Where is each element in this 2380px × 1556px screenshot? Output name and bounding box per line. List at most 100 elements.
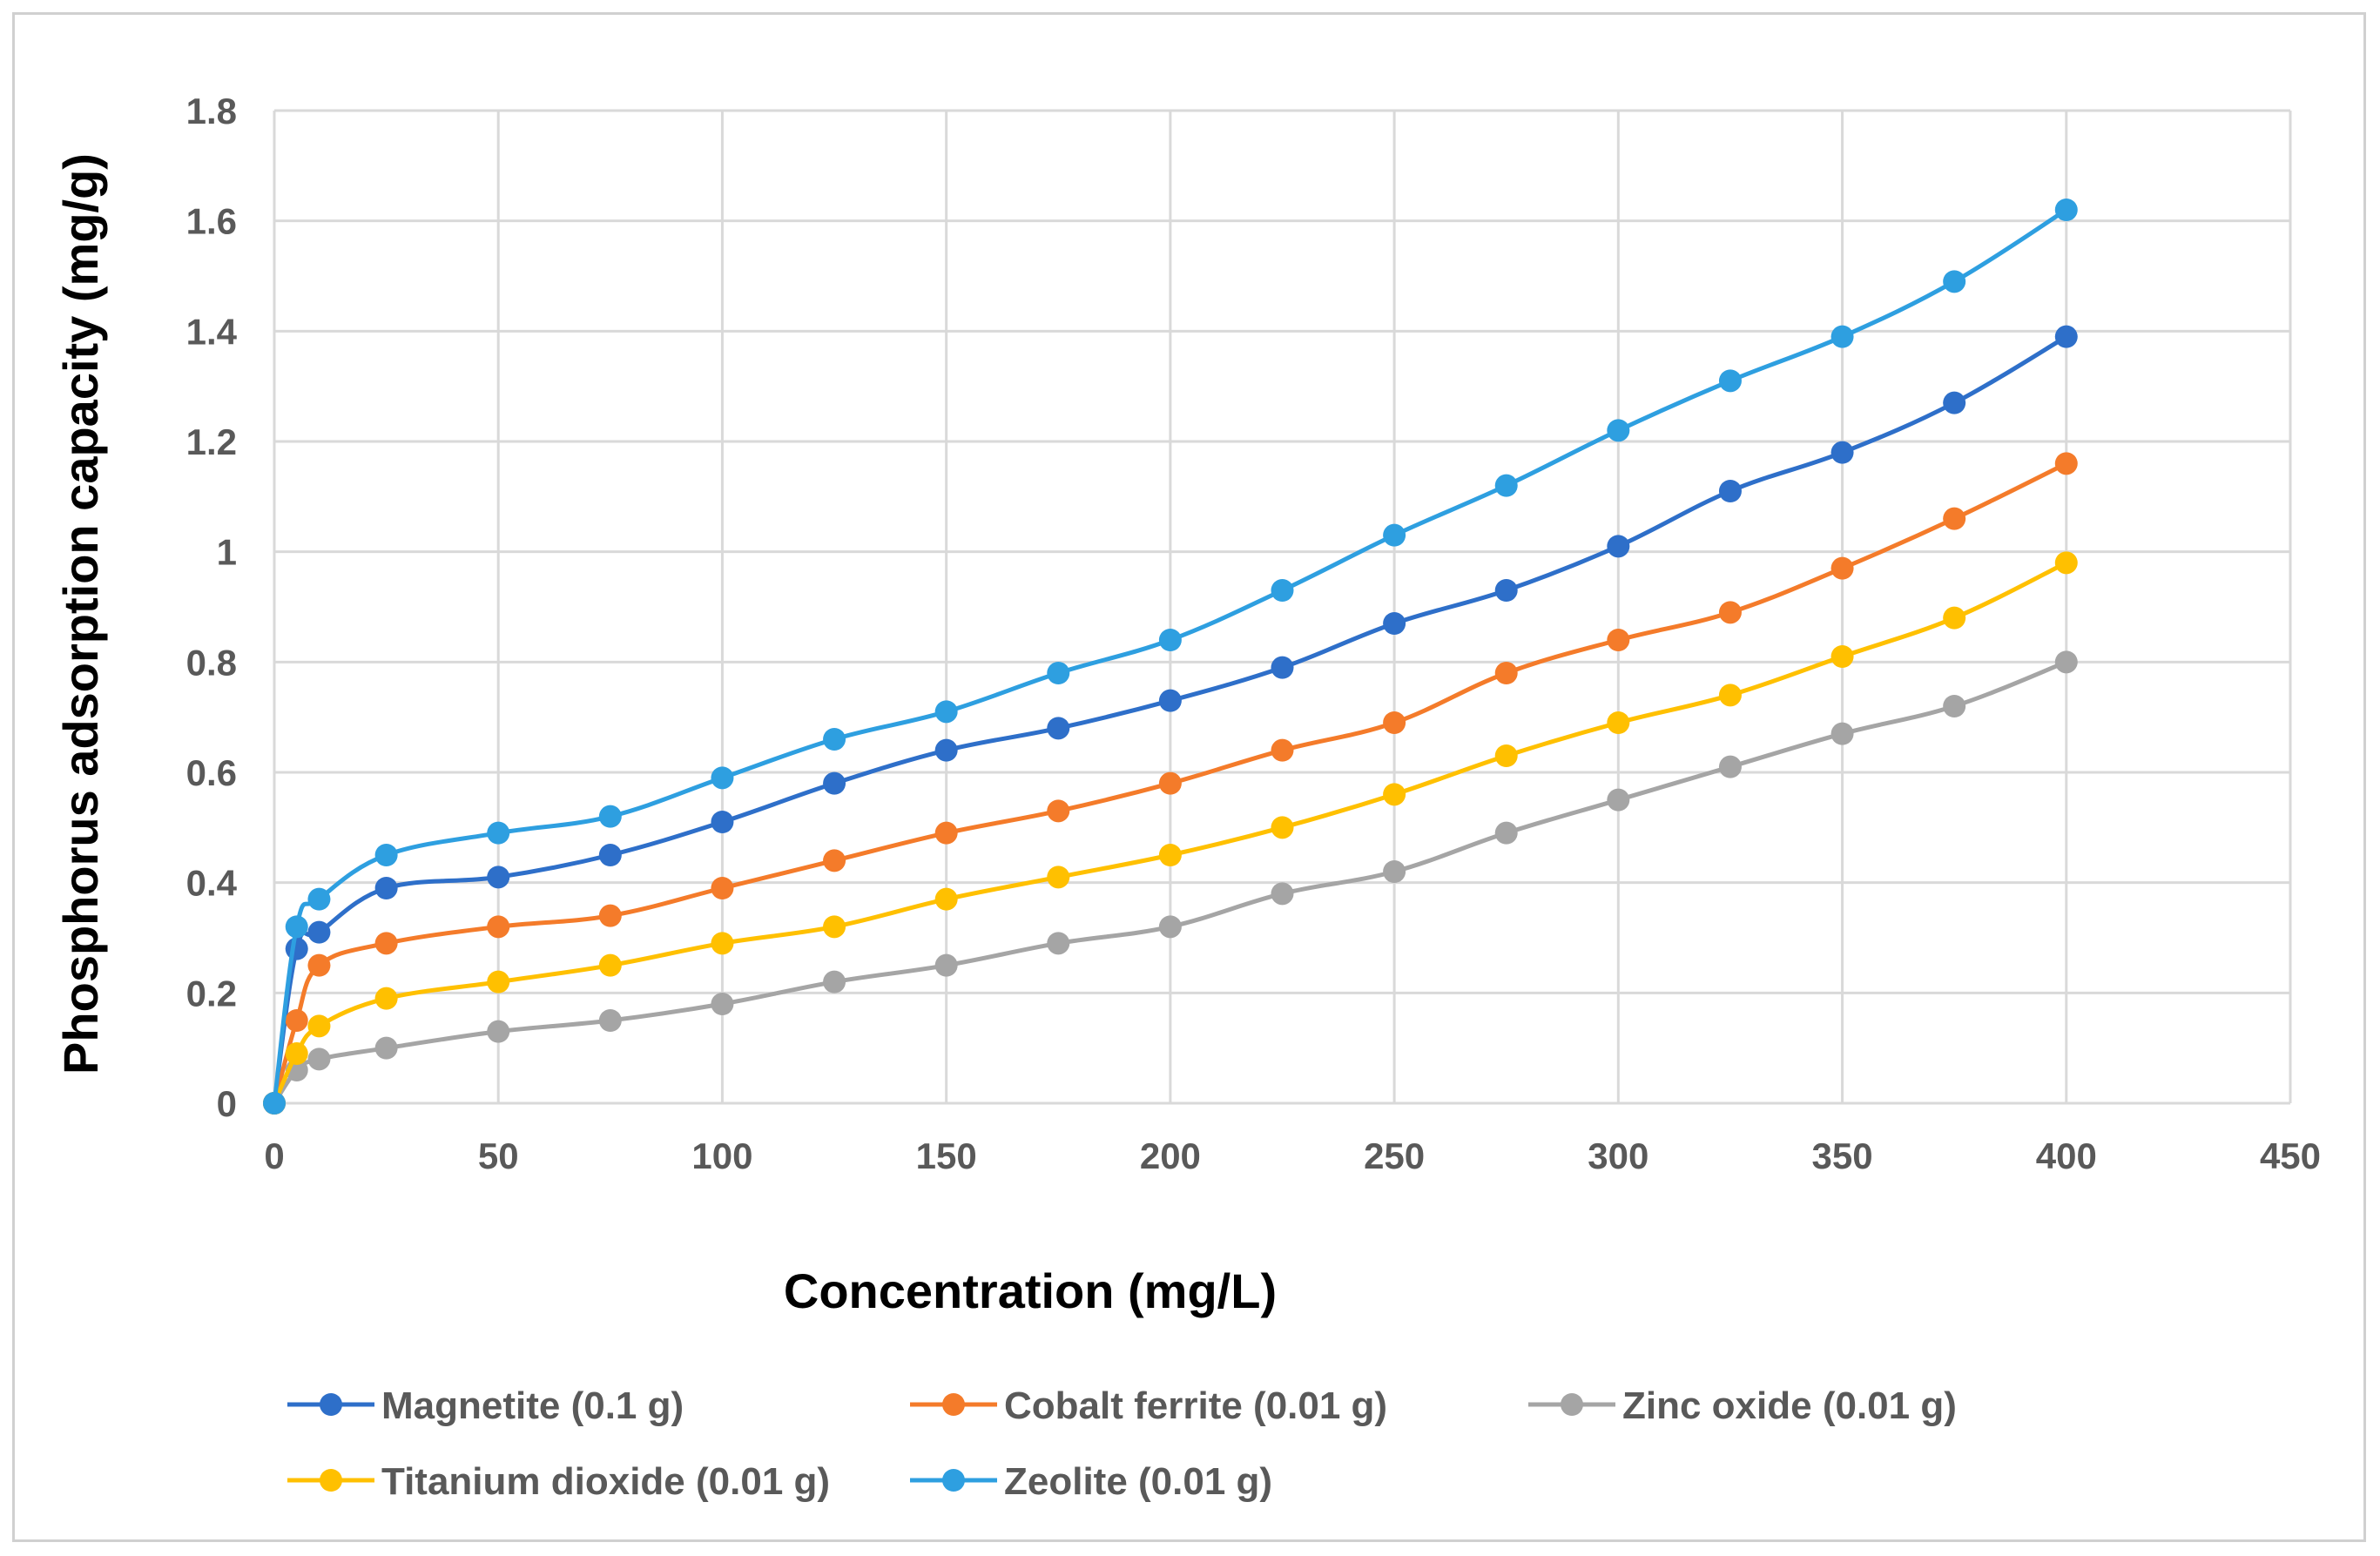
data-point-titanium-dioxide: [934, 887, 958, 911]
legend-item-titanium-dioxide: Titanium dioxide (0.01 g): [287, 1460, 830, 1503]
data-point-cobalt-ferrite: [487, 915, 510, 939]
data-point-magnetite: [1718, 480, 1742, 502]
data-point-titanium-dioxide: [1158, 844, 1182, 866]
data-point-titanium-dioxide: [711, 932, 734, 955]
x-tick-label: 50: [478, 1135, 519, 1176]
data-point-magnetite: [1943, 391, 1966, 414]
y-tick-label: 0.8: [186, 642, 237, 683]
legend-item-magnetite: Magnetite (0.1 g): [287, 1384, 684, 1427]
data-point-titanium-dioxide: [1383, 783, 1406, 806]
data-point-zeolite: [1271, 579, 1294, 602]
data-point-titanium-dioxide: [1943, 606, 1966, 630]
data-point-magnetite: [823, 771, 846, 795]
y-tick-label: 1.8: [186, 91, 237, 131]
data-point-cobalt-ferrite: [1158, 771, 1182, 795]
data-point-zeolite: [1831, 325, 1854, 348]
legend-swatch-marker: [320, 1393, 342, 1416]
y-axis-ticks: 0 0.2 0.4 0.6 0.8 1 1.2 1.4 1.6 1.8: [186, 91, 238, 1124]
data-point-zinc-oxide: [934, 953, 958, 977]
data-point-zinc-oxide: [1158, 915, 1182, 939]
legend-label: Magnetite (0.1 g): [381, 1384, 684, 1427]
data-point-magnetite: [1158, 689, 1182, 712]
data-point-zeolite: [1383, 523, 1406, 547]
data-point-cobalt-ferrite: [2054, 452, 2078, 475]
data-point-cobalt-ferrite: [711, 877, 734, 899]
data-point-zeolite: [374, 844, 398, 866]
y-tick-label: 0.2: [186, 973, 237, 1014]
series-zeolite: [263, 199, 2078, 1115]
data-point-zinc-oxide: [1271, 882, 1294, 906]
data-point-titanium-dioxide: [2054, 551, 2078, 575]
gridlines: [273, 109, 2292, 1105]
data-point-magnetite: [374, 877, 398, 899]
data-point-cobalt-ferrite: [307, 953, 331, 977]
data-point-cobalt-ferrite: [1831, 556, 1854, 580]
data-point-cobalt-ferrite: [1494, 662, 1518, 684]
data-point-zeolite: [1494, 474, 1518, 497]
legend-label: Cobalt ferrite (0.01 g): [1004, 1384, 1387, 1427]
data-point-titanium-dioxide: [1271, 816, 1294, 839]
series-magnetite: [263, 325, 2078, 1115]
data-point-titanium-dioxide: [374, 987, 398, 1010]
y-tick-label: 1.4: [186, 311, 238, 352]
series-layer: [263, 199, 2078, 1115]
data-point-zinc-oxide: [1607, 788, 1630, 812]
data-point-cobalt-ferrite: [1271, 738, 1294, 762]
data-point-zeolite: [487, 821, 510, 845]
legend-swatch-marker: [942, 1469, 965, 1492]
data-point-cobalt-ferrite: [374, 932, 398, 955]
x-tick-label: 0: [264, 1135, 284, 1176]
data-point-cobalt-ferrite: [1718, 601, 1742, 624]
data-point-titanium-dioxide: [598, 953, 622, 977]
x-tick-label: 450: [2260, 1135, 2321, 1176]
data-point-magnetite: [711, 811, 734, 833]
data-point-cobalt-ferrite: [1383, 711, 1406, 734]
y-tick-label: 0: [217, 1083, 237, 1124]
data-point-zinc-oxide: [1943, 695, 1966, 717]
x-axis-title: Concentration (mg/L): [784, 1263, 1277, 1318]
data-point-magnetite: [307, 920, 331, 944]
data-point-zinc-oxide: [1047, 932, 1070, 955]
y-axis-title: Phosphorus adsorption capacity (mg/g): [53, 153, 108, 1074]
data-point-magnetite: [1271, 656, 1294, 679]
series-titanium-dioxide: [263, 551, 2078, 1115]
data-point-cobalt-ferrite: [1943, 507, 1966, 530]
data-point-zinc-oxide: [598, 1009, 622, 1032]
data-point-zinc-oxide: [307, 1047, 331, 1071]
data-point-zinc-oxide: [823, 970, 846, 994]
y-tick-label: 1.6: [186, 201, 237, 242]
legend-label: Zeolite (0.01 g): [1004, 1460, 1272, 1503]
data-point-titanium-dioxide: [307, 1014, 331, 1038]
legend-swatch-marker: [1561, 1393, 1583, 1416]
legend-label: Titanium dioxide (0.01 g): [381, 1460, 830, 1503]
data-point-titanium-dioxide: [1831, 645, 1854, 668]
data-point-zeolite: [1718, 369, 1742, 393]
data-point-cobalt-ferrite: [823, 849, 846, 872]
data-point-cobalt-ferrite: [285, 1009, 308, 1032]
y-tick-label: 0.6: [186, 752, 237, 793]
data-point-zinc-oxide: [374, 1036, 398, 1060]
x-axis-ticks: 0 50 100 150 200 250 300 350 400 450: [264, 1135, 2321, 1176]
data-point-zeolite: [285, 915, 308, 939]
x-tick-label: 250: [1364, 1135, 1425, 1176]
y-tick-label: 0.4: [186, 863, 238, 904]
data-point-titanium-dioxide: [1718, 684, 1742, 707]
data-point-magnetite: [285, 937, 308, 960]
data-point-magnetite: [1494, 579, 1518, 602]
data-point-zinc-oxide: [487, 1020, 510, 1043]
y-tick-label: 1.2: [186, 421, 237, 462]
data-point-magnetite: [1831, 441, 1854, 464]
legend-item-cobalt-ferrite: Cobalt ferrite (0.01 g): [910, 1384, 1387, 1427]
data-point-zeolite: [598, 805, 622, 828]
data-point-cobalt-ferrite: [1607, 629, 1630, 651]
x-tick-label: 300: [1588, 1135, 1648, 1176]
data-point-zeolite: [1158, 629, 1182, 651]
data-point-zeolite: [307, 887, 331, 911]
data-point-zinc-oxide: [1718, 755, 1742, 778]
legend-item-zeolite: Zeolite (0.01 g): [910, 1460, 1272, 1503]
data-point-cobalt-ferrite: [934, 821, 958, 845]
x-tick-label: 200: [1140, 1135, 1201, 1176]
data-point-zeolite: [1047, 662, 1070, 684]
data-point-magnetite: [1607, 535, 1630, 558]
